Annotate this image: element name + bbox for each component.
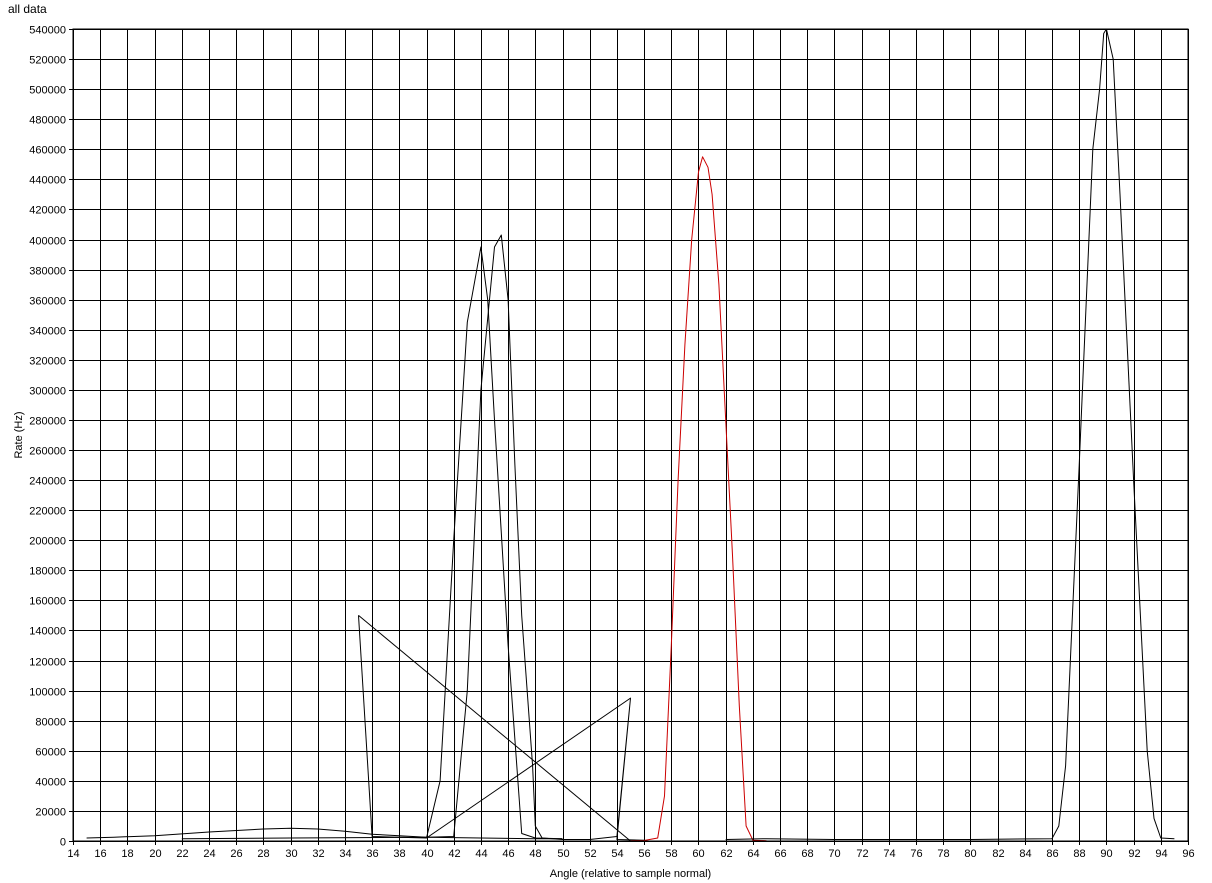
x-tick-label: 96 — [1182, 848, 1194, 860]
y-tick-label: 340000 — [29, 326, 66, 338]
x-tick-label: 94 — [1155, 848, 1167, 860]
series-layer — [86, 28, 1175, 842]
series-line-6 — [630, 156, 767, 842]
x-tick-label: 66 — [774, 848, 786, 860]
x-axis-label: Angle (relative to sample normal) — [550, 868, 711, 880]
y-tick-label: 420000 — [29, 205, 66, 217]
y-tick-label: 480000 — [29, 115, 66, 127]
x-tick-label: 32 — [312, 848, 324, 860]
y-tick-label: 180000 — [29, 566, 66, 578]
x-tick-label: 24 — [203, 848, 215, 860]
y-axis-ticks: 0 20000 40000 60000 80000 100000 120000 140000 1… — [29, 25, 73, 849]
chart-title: all data — [8, 2, 47, 16]
y-tick-label: 300000 — [29, 386, 66, 398]
x-tick-label: 52 — [584, 848, 596, 860]
x-tick-label: 34 — [339, 848, 351, 860]
x-tick-label: 82 — [992, 848, 1004, 860]
x-tick-label: 72 — [856, 848, 868, 860]
x-tick-label: 90 — [1100, 848, 1112, 860]
x-tick-label: 40 — [421, 848, 433, 860]
y-tick-label: 380000 — [29, 266, 66, 278]
x-tick-label: 44 — [475, 848, 487, 860]
y-tick-label: 40000 — [35, 777, 66, 789]
x-tick-label: 60 — [692, 848, 704, 860]
x-tick-label: 68 — [801, 848, 813, 860]
x-tick-label: 16 — [94, 848, 106, 860]
y-tick-label: 220000 — [29, 506, 66, 518]
series-line-4 — [426, 697, 631, 839]
x-tick-label: 84 — [1019, 848, 1031, 860]
y-tick-label: 320000 — [29, 356, 66, 368]
x-tick-label: 56 — [638, 848, 650, 860]
y-tick-label: 120000 — [29, 657, 66, 669]
x-tick-label: 48 — [529, 848, 541, 860]
x-tick-label: 14 — [67, 848, 79, 860]
x-tick-label: 88 — [1073, 848, 1085, 860]
y-tick-label: 360000 — [29, 296, 66, 308]
x-tick-label: 42 — [448, 848, 460, 860]
x-tick-label: 30 — [285, 848, 297, 860]
x-tick-label: 86 — [1046, 848, 1058, 860]
x-tick-label: 70 — [828, 848, 840, 860]
y-tick-label: 100000 — [29, 687, 66, 699]
y-tick-label: 20000 — [35, 807, 66, 819]
x-tick-label: 18 — [121, 848, 133, 860]
y-tick-label: 200000 — [29, 536, 66, 548]
plot-area-frame — [72, 28, 1189, 842]
x-tick-label: 58 — [665, 848, 677, 860]
x-tick-label: 50 — [557, 848, 569, 860]
y-tick-label: 400000 — [29, 236, 66, 248]
x-tick-label: 28 — [257, 848, 269, 860]
y-tick-label: 80000 — [35, 717, 66, 729]
x-tick-label: 62 — [720, 848, 732, 860]
y-tick-label: 140000 — [29, 626, 66, 638]
grid — [73, 29, 1189, 842]
y-tick-label: 540000 — [29, 25, 66, 37]
y-tick-label: 240000 — [29, 476, 66, 488]
y-tick-label: 440000 — [29, 175, 66, 187]
x-tick-label: 20 — [149, 848, 161, 860]
series-line-5 — [181, 234, 645, 841]
y-tick-label: 160000 — [29, 596, 66, 608]
series-line-3 — [358, 615, 631, 842]
y-tick-label: 0 — [60, 837, 66, 849]
x-tick-label: 92 — [1128, 848, 1140, 860]
y-axis-label: Rate (Hz) — [13, 411, 25, 458]
series-line-1 — [86, 827, 563, 840]
y-tick-label: 260000 — [29, 446, 66, 458]
x-tick-label: 38 — [393, 848, 405, 860]
y-tick-label: 460000 — [29, 145, 66, 157]
x-tick-label: 76 — [910, 848, 922, 860]
x-axis-ticks: 14 16 18 20 22 24 26 28 30 32 34 36 38 40 42 44 46 48 50 52… — [67, 841, 1195, 860]
y-tick-label: 280000 — [29, 416, 66, 428]
x-tick-label: 78 — [937, 848, 949, 860]
series-line-7 — [725, 28, 1175, 840]
x-tick-label: 36 — [366, 848, 378, 860]
y-tick-label: 500000 — [29, 85, 66, 97]
x-tick-label: 64 — [747, 848, 759, 860]
y-tick-label: 520000 — [29, 55, 66, 67]
y-tick-label: 60000 — [35, 747, 66, 759]
x-tick-label: 74 — [883, 848, 895, 860]
x-tick-label: 26 — [230, 848, 242, 860]
x-tick-label: 80 — [964, 848, 976, 860]
x-tick-label: 54 — [611, 848, 623, 860]
x-tick-label: 46 — [502, 848, 514, 860]
x-tick-label: 22 — [176, 848, 188, 860]
